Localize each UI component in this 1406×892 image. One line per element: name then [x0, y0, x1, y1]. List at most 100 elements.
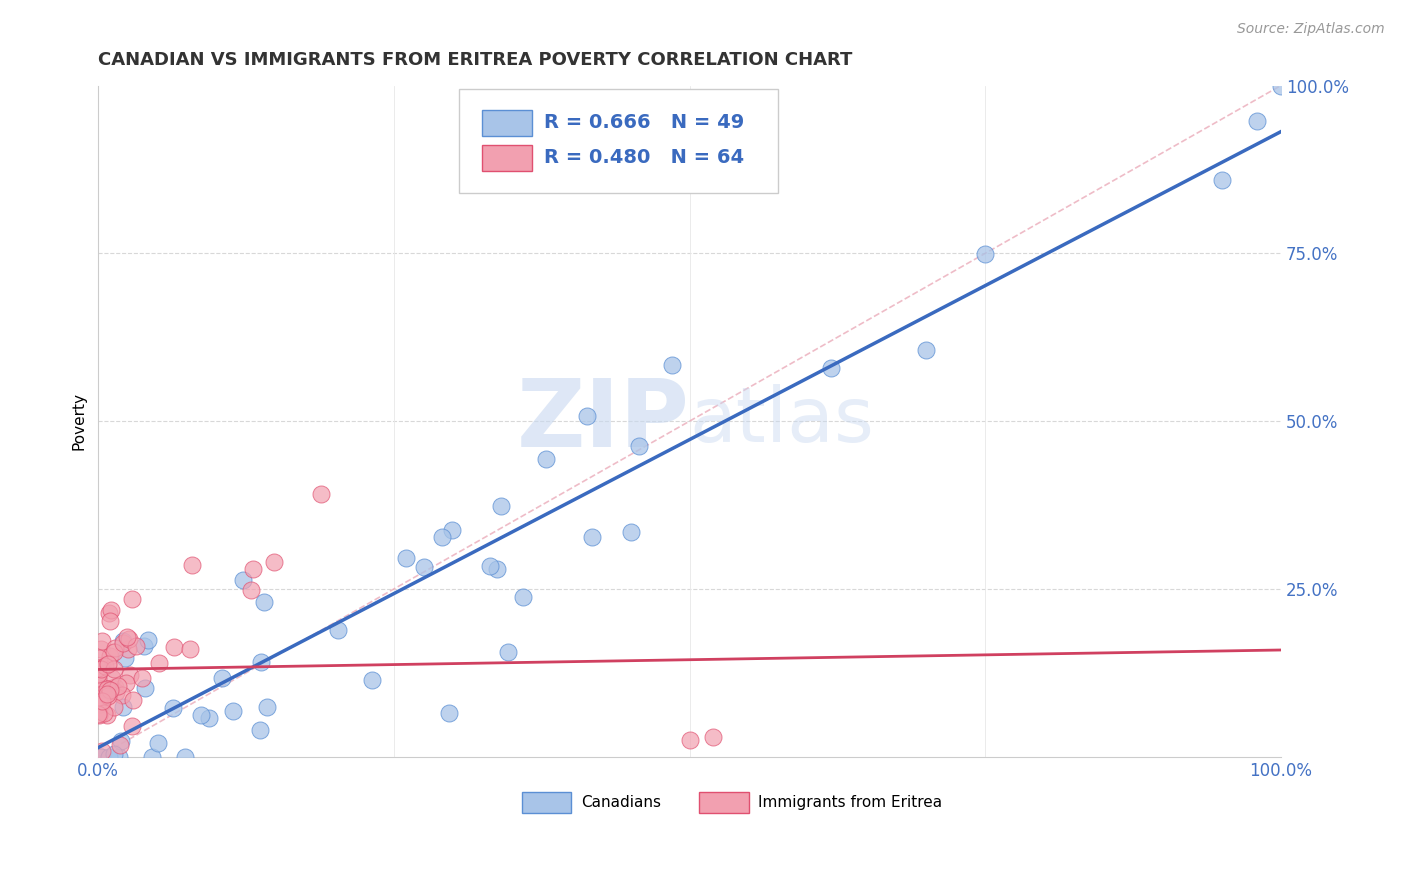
FancyBboxPatch shape [482, 111, 533, 136]
Point [661, 358, 683, 372]
Point [125, 639, 148, 653]
Point [702, 730, 724, 744]
Text: Canadians: Canadians [581, 795, 661, 810]
Point [111, 699, 134, 714]
FancyBboxPatch shape [482, 145, 533, 170]
Point [117, 642, 139, 657]
Y-axis label: Poverty: Poverty [72, 392, 86, 450]
Point [96, 681, 118, 696]
Point [162, 700, 184, 714]
Text: Immigrants from Eritrea: Immigrants from Eritrea [758, 795, 942, 810]
Text: R = 0.666   N = 49: R = 0.666 N = 49 [544, 113, 744, 132]
Point [496, 645, 519, 659]
Point [105, 685, 128, 699]
Point [437, 706, 460, 720]
Point [136, 633, 159, 648]
Point [87, 695, 110, 709]
Point [107, 750, 129, 764]
Point [619, 524, 641, 539]
Point [90, 744, 112, 758]
Point [232, 573, 254, 587]
Text: atlas: atlas [689, 384, 875, 458]
Point [103, 644, 125, 658]
Point [87, 708, 110, 723]
Point [101, 671, 124, 685]
Point [91, 696, 114, 710]
Point [1270, 78, 1292, 93]
Point [249, 723, 271, 737]
Point [118, 668, 141, 682]
Text: ZIP: ZIP [516, 376, 689, 467]
Point [87, 671, 110, 685]
Point [103, 747, 125, 761]
Point [97, 689, 120, 703]
Point [110, 733, 132, 747]
Point [93, 706, 115, 720]
Text: Source: ZipAtlas.com: Source: ZipAtlas.com [1237, 22, 1385, 37]
Text: R = 0.480   N = 64: R = 0.480 N = 64 [544, 148, 744, 167]
Point [108, 738, 131, 752]
Point [141, 750, 163, 764]
Point [328, 623, 350, 637]
Point [90, 682, 112, 697]
Point [256, 699, 278, 714]
Point [413, 560, 436, 574]
Point [148, 656, 170, 670]
Point [87, 706, 110, 721]
Point [103, 680, 125, 694]
Point [87, 651, 110, 665]
Point [100, 603, 122, 617]
Point [820, 360, 842, 375]
Point [90, 642, 112, 657]
Point [131, 671, 153, 685]
Point [198, 711, 221, 725]
Point [253, 594, 276, 608]
Point [98, 683, 121, 698]
FancyBboxPatch shape [699, 792, 748, 814]
Point [115, 631, 138, 645]
Point [485, 562, 508, 576]
Point [361, 673, 384, 687]
Point [121, 719, 143, 733]
Point [121, 693, 143, 707]
Point [98, 750, 121, 764]
Text: CANADIAN VS IMMIGRANTS FROM ERITREA POVERTY CORRELATION CHART: CANADIAN VS IMMIGRANTS FROM ERITREA POVE… [98, 51, 852, 69]
Point [222, 704, 245, 718]
Point [90, 750, 112, 764]
Point [121, 591, 143, 606]
Point [628, 439, 651, 453]
Point [242, 562, 264, 576]
Point [87, 667, 110, 681]
Point [98, 614, 121, 628]
Point [678, 733, 700, 747]
Point [93, 681, 115, 695]
FancyBboxPatch shape [522, 792, 571, 814]
Point [89, 697, 111, 711]
Point [179, 641, 201, 656]
Point [915, 343, 938, 357]
Point [90, 662, 112, 676]
Point [97, 657, 120, 672]
Point [101, 681, 124, 696]
Point [211, 671, 233, 685]
Point [111, 636, 134, 650]
Point [118, 632, 141, 647]
Point [111, 688, 134, 702]
Point [104, 640, 127, 655]
Point [96, 708, 118, 723]
Point [180, 558, 202, 573]
Point [91, 660, 114, 674]
Point [114, 650, 136, 665]
Point [249, 655, 271, 669]
FancyBboxPatch shape [458, 89, 778, 193]
Point [190, 708, 212, 723]
Point [111, 634, 134, 648]
Point [1211, 173, 1233, 187]
Point [98, 648, 121, 663]
Point [103, 700, 125, 714]
Point [115, 676, 138, 690]
Point [395, 551, 418, 566]
Point [97, 606, 120, 620]
Point [575, 409, 598, 424]
Point [87, 661, 110, 675]
